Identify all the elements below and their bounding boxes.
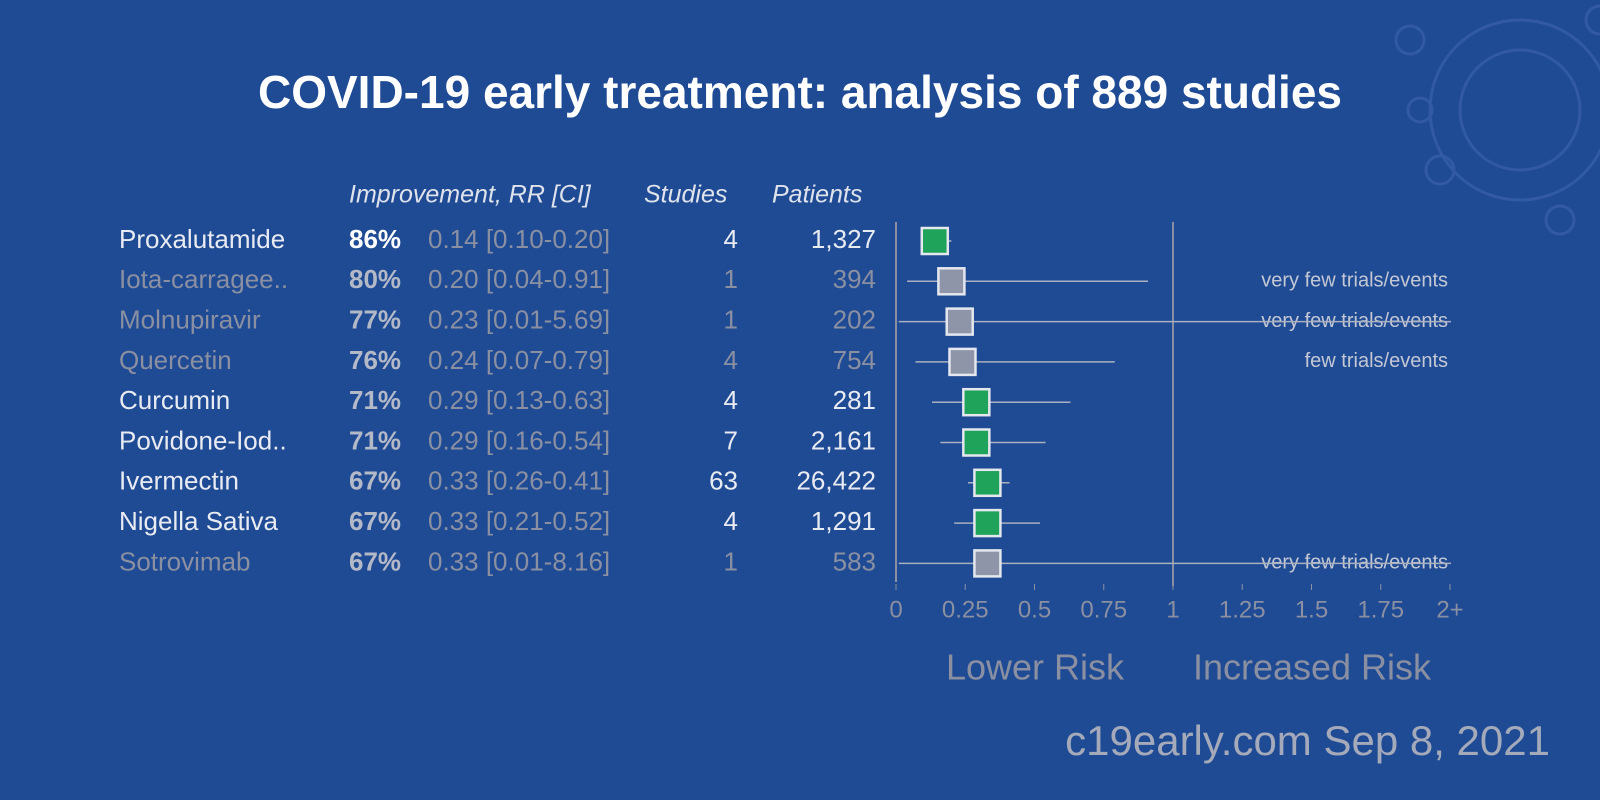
patients: 1,291 [811,506,876,536]
row-label: Sotrovimab [119,546,251,576]
x-tick-label: 2+ [1436,596,1463,623]
point-estimate [962,387,991,417]
studies: 4 [724,224,738,254]
x-tick-label: 1.5 [1295,596,1328,623]
patients: 754 [833,345,876,375]
x-tick-label: 0.75 [1080,596,1127,623]
point-estimate [945,307,974,336]
rr-label: 0.33 [0.26-0.41] [428,466,610,496]
improvement: 76% [349,345,401,375]
x-tick-label: 0.25 [942,596,989,623]
note: very few trials/events [1261,270,1448,292]
improvement: 67% [349,506,401,536]
row-label: Nigella Sativa [119,506,279,536]
x-tick-label: 0 [889,596,902,623]
row-label: Iota-carragee.. [119,264,288,294]
studies: 1 [724,546,738,576]
x-tick-label: 1.75 [1357,596,1404,623]
x-tick-label: 1.25 [1219,596,1266,623]
studies: 63 [709,466,738,496]
row-label: Quercetin [119,345,232,375]
header: Patients [772,181,862,209]
header: Improvement, RR [CI] [349,181,592,209]
patients: 2,161 [811,425,876,455]
note: few trials/events [1305,350,1448,372]
point-estimate [920,226,950,256]
point-estimate [973,508,1002,538]
studies: 4 [724,385,738,415]
row-label: Molnupiravir [119,304,261,334]
rr-label: 0.33 [0.21-0.52] [428,506,610,536]
x-tick-label: 1 [1166,596,1179,623]
improvement: 80% [349,264,401,294]
improvement: 71% [349,385,401,415]
rr-label: 0.29 [0.16-0.54] [428,425,610,455]
row-label: Ivermectin [119,466,239,496]
rr-label: 0.24 [0.07-0.79] [428,345,610,375]
rr-label: 0.14 [0.10-0.20] [428,224,610,254]
studies: 1 [724,304,738,334]
patients: 26,422 [796,466,876,496]
rr-label: 0.20 [0.04-0.91] [428,264,610,294]
improvement: 77% [349,304,401,334]
patients: 1,327 [811,224,876,254]
footer: c19early.com Sep 8, 2021 [1065,717,1550,764]
point-estimate [973,468,1002,498]
improvement: 67% [349,546,401,576]
rr-label: 0.29 [0.13-0.63] [428,385,610,415]
point-estimate [948,347,977,377]
row-label: Povidone-Iod.. [119,425,287,455]
x-tick-label: 0.5 [1018,596,1051,623]
rr-label: 0.33 [0.01-8.16] [428,546,610,576]
point-estimate [973,549,1002,578]
header: Studies [644,181,727,209]
rr-label: 0.23 [0.01-5.69] [428,304,610,334]
patients: 394 [833,264,876,294]
studies: 4 [724,345,738,375]
virus-decoration [1394,4,1600,236]
region-label: Increased Risk [1193,647,1432,688]
improvement: 86% [349,224,401,254]
patients: 583 [833,546,876,576]
studies: 7 [724,425,738,455]
chart-title: COVID-19 early treatment: analysis of 88… [258,66,1342,118]
point-estimate [962,428,991,457]
improvement: 67% [349,466,401,496]
region-label: Lower Risk [946,647,1125,688]
row-label: Proxalutamide [119,224,285,254]
studies: 4 [724,506,738,536]
studies: 1 [724,264,738,294]
patients: 202 [833,304,876,334]
row-label: Curcumin [119,385,230,415]
patients: 281 [833,385,876,415]
improvement: 71% [349,425,401,455]
point-estimate [937,267,966,296]
